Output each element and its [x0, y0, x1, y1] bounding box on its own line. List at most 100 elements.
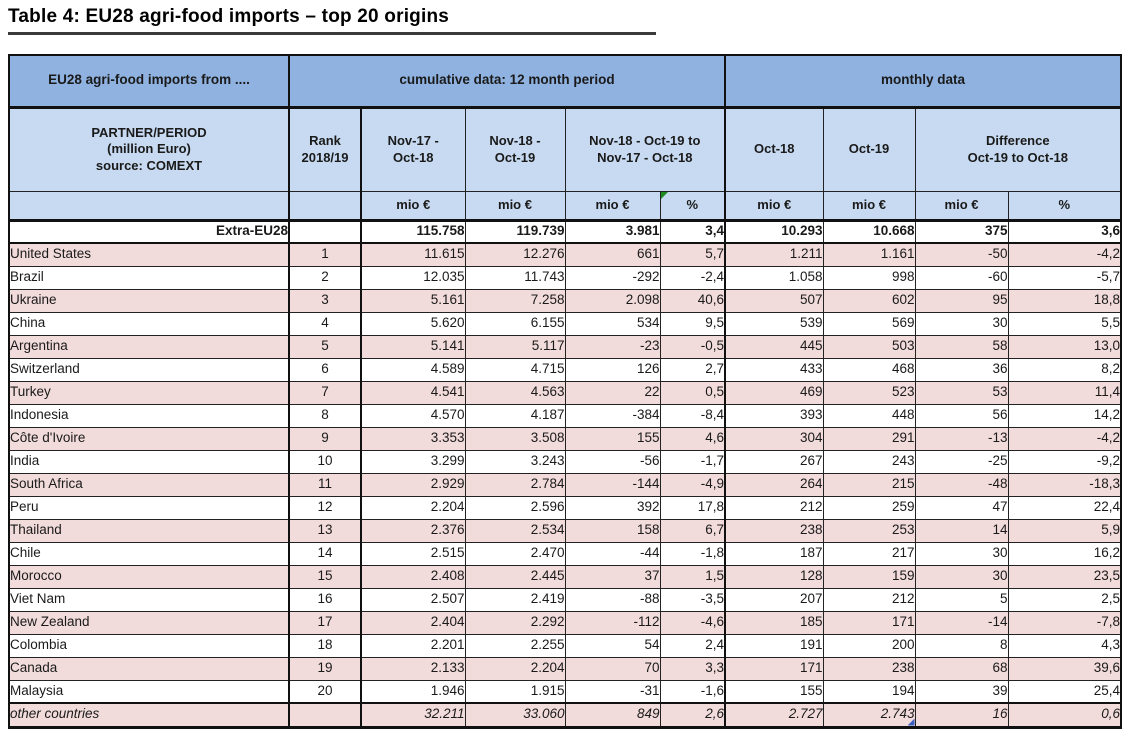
value-cell: 212 [822, 587, 916, 612]
period1-header: Nov-17 - Oct-18 [360, 106, 466, 192]
month1-header: Oct-18 [724, 106, 824, 192]
rank-cell: 17 [288, 610, 362, 635]
value-cell: 2,7 [659, 357, 727, 382]
value-cell: 54 [564, 633, 661, 658]
value-cell: 392 [564, 495, 661, 520]
value-cell: 115.758 [360, 219, 466, 244]
value-cell: 998 [822, 265, 916, 290]
value-cell: 70 [564, 656, 661, 681]
value-cell: 22 [564, 380, 661, 405]
value-cell: 11.615 [360, 242, 466, 267]
value-cell: 5,5 [1007, 311, 1122, 336]
value-cell: 2.292 [464, 610, 566, 635]
country-cell: Malaysia [8, 679, 290, 704]
value-cell: 2.507 [360, 587, 466, 612]
value-cell: 4.541 [360, 380, 466, 405]
group-header-row: EU28 agri-food imports from .... cumulat… [8, 54, 1122, 109]
value-cell: -4,6 [659, 610, 727, 635]
table-row: Colombia 18 2.201 2.255 54 2,4 191 200 8 4,3 [8, 633, 1122, 658]
value-cell: 0,6 [1007, 702, 1122, 729]
country-cell: Thailand [8, 518, 290, 543]
table-row: China 4 5.620 6.155 534 9,5 539 569 30 5,5 [8, 311, 1122, 336]
other-countries-row: other countries 32.211 33.060 849 2,6 2.… [8, 702, 1122, 729]
unit-cell: % [659, 190, 727, 222]
value-cell: -44 [564, 541, 661, 566]
cumulative-diff-header: Nov-18 - Oct-19 to Nov-17 - Oct-18 [564, 106, 727, 192]
value-cell: 569 [822, 311, 916, 336]
value-cell: 2.470 [464, 541, 566, 566]
value-cell: 4.715 [464, 357, 566, 382]
value-cell: -112 [564, 610, 661, 635]
value-cell: 1.161 [822, 242, 916, 267]
value-cell: 2.133 [360, 656, 466, 681]
value-cell: 10.293 [724, 219, 824, 244]
value-cell: -4,2 [1007, 426, 1122, 451]
rank-cell: 6 [288, 357, 362, 382]
value-cell: -1,6 [659, 679, 727, 704]
unit-cell: mio € [914, 190, 1009, 222]
table-row: Ukraine 3 5.161 7.258 2.098 40,6 507 602 95 18,8 [8, 288, 1122, 313]
value-cell: -292 [564, 265, 661, 290]
value-cell: 14 [914, 518, 1009, 543]
value-cell: 159 [822, 564, 916, 589]
value-cell: 534 [564, 311, 661, 336]
partner-header: PARTNER/PERIOD (million Euro) source: CO… [8, 106, 290, 192]
country-cell: Brazil [8, 265, 290, 290]
value-cell: 2.419 [464, 587, 566, 612]
value-cell: 507 [724, 288, 824, 313]
value-cell: 238 [822, 656, 916, 681]
value-cell: 304 [724, 426, 824, 451]
value-cell: 1.915 [464, 679, 566, 704]
table-row: Canada 19 2.133 2.204 70 3,3 171 238 68 39,6 [8, 656, 1122, 681]
value-cell: 4.589 [360, 357, 466, 382]
country-cell: United States [8, 242, 290, 267]
value-cell: 119.739 [464, 219, 566, 244]
rank-cell: 7 [288, 380, 362, 405]
value-cell: 187 [724, 541, 824, 566]
rank-cell: 16 [288, 587, 362, 612]
value-cell: 2.098 [564, 288, 661, 313]
empty-cell [288, 190, 362, 222]
value-cell: 95 [914, 288, 1009, 313]
value-cell: 17,8 [659, 495, 727, 520]
value-cell: -9,2 [1007, 449, 1122, 474]
value-cell: 2.404 [360, 610, 466, 635]
value-cell: 469 [724, 380, 824, 405]
value-cell: 375 [914, 219, 1009, 244]
value-cell: 30 [914, 311, 1009, 336]
corner-label: EU28 agri-food imports from .... [8, 54, 290, 109]
value-cell: 267 [724, 449, 824, 474]
country-cell: Viet Nam [8, 587, 290, 612]
country-cell: Argentina [8, 334, 290, 359]
rank-cell: 9 [288, 426, 362, 451]
value-cell: 155 [724, 679, 824, 704]
title-block: Table 4: EU28 agri-food imports – top 20… [8, 6, 656, 35]
value-cell: 6.155 [464, 311, 566, 336]
country-cell: Peru [8, 495, 290, 520]
value-cell: 5.620 [360, 311, 466, 336]
value-cell: -14 [914, 610, 1009, 635]
value-cell: 16,2 [1007, 541, 1122, 566]
value-cell: 238 [724, 518, 824, 543]
value-cell: 3.508 [464, 426, 566, 451]
unit-cell: mio € [822, 190, 916, 222]
value-cell: 2.515 [360, 541, 466, 566]
table-row: Switzerland 6 4.589 4.715 126 2,7 433 468 36 8,2 [8, 357, 1122, 382]
country-cell: New Zealand [8, 610, 290, 635]
unit-cell: mio € [564, 190, 661, 222]
value-cell: 217 [822, 541, 916, 566]
unit-cell: % [1007, 190, 1122, 222]
period2-header: Nov-18 - Oct-19 [464, 106, 566, 192]
value-cell: 1,5 [659, 564, 727, 589]
value-cell: 33.060 [464, 702, 566, 729]
rank-cell: 5 [288, 334, 362, 359]
value-cell: -0,5 [659, 334, 727, 359]
country-cell: Chile [8, 541, 290, 566]
country-cell: Colombia [8, 633, 290, 658]
value-cell: 4.563 [464, 380, 566, 405]
value-cell: 12.276 [464, 242, 566, 267]
value-cell: 3,4 [659, 219, 727, 244]
value-cell: 433 [724, 357, 824, 382]
country-cell: China [8, 311, 290, 336]
value-cell: 2.445 [464, 564, 566, 589]
